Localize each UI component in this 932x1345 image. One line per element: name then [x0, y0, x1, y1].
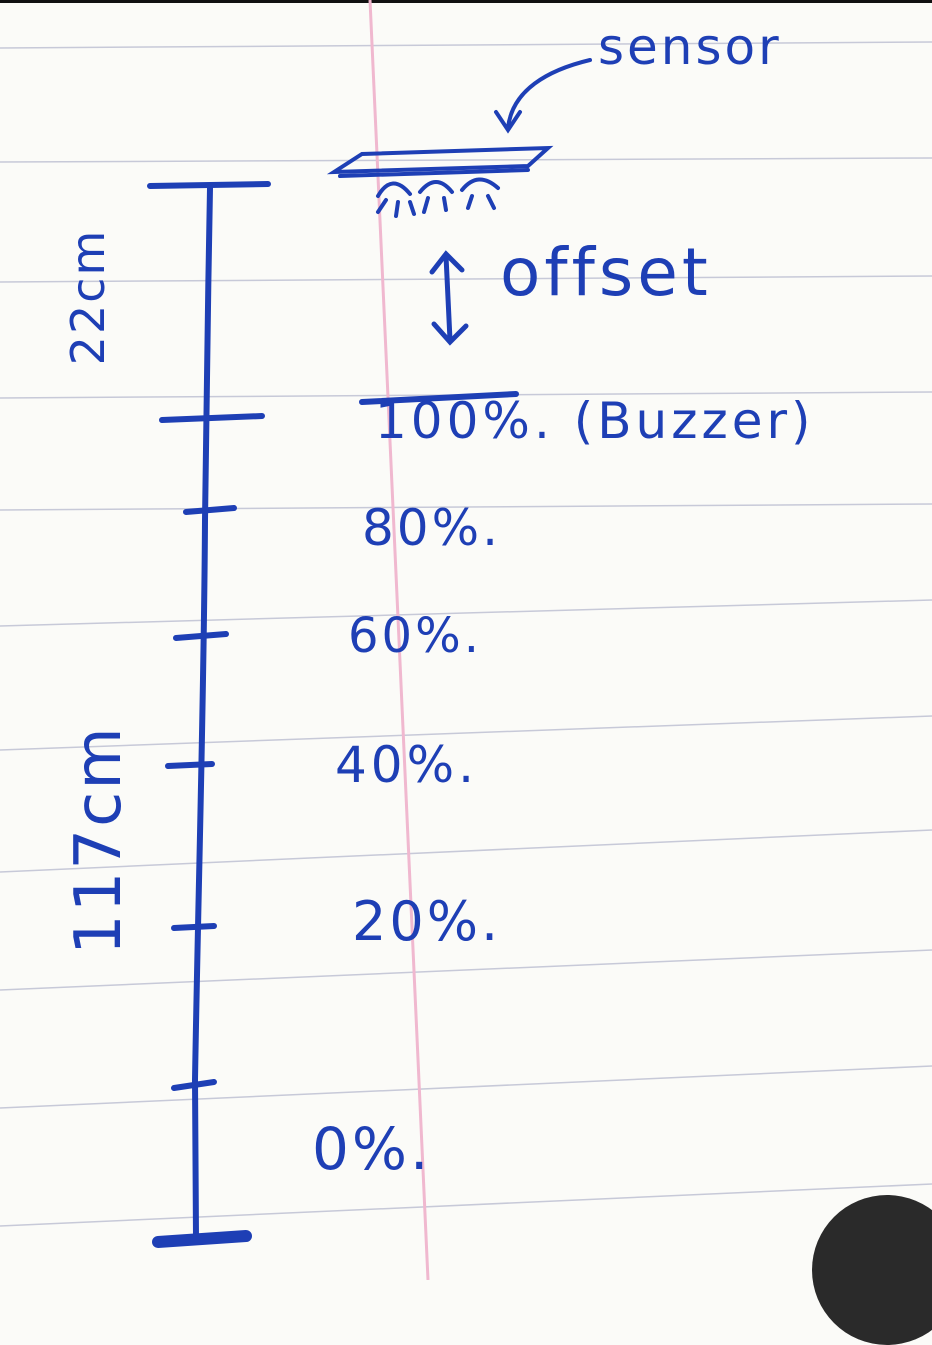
ruler-spine: [191, 185, 213, 1241]
bottom-base: [152, 1230, 252, 1248]
dimension-label-117cm: 117cm: [62, 725, 136, 955]
margin-line: [368, 0, 430, 1280]
level-label-20: 20%.: [352, 890, 502, 953]
level-label-100: 100%. (Buzzer): [375, 392, 815, 450]
double-arrow-icon: [429, 250, 469, 346]
sensor-icon: [326, 145, 554, 218]
level-label-40: 40%.: [335, 736, 479, 794]
notebook-paper: [0, 0, 932, 1280]
tick-80: [183, 505, 237, 515]
measurement-ruler: [147, 181, 271, 1248]
tick-40: [165, 761, 215, 769]
tick-60: [173, 631, 229, 641]
top-tick: [147, 181, 271, 189]
curved-arrow-icon: [494, 58, 592, 134]
sensor-label: sensor: [598, 18, 782, 76]
level-label-60: 60%.: [348, 608, 482, 664]
offset-label: offset: [500, 234, 712, 311]
level-label-0: 0%.: [312, 1115, 432, 1183]
top-edge: [0, 0, 932, 3]
tick-100: [159, 413, 265, 423]
paper-background: [0, 0, 932, 1280]
dimension-label-22cm: 22cm: [61, 228, 115, 366]
ruled-lines: [0, 41, 932, 1227]
tick-20: [171, 923, 217, 931]
level-label-80: 80%.: [362, 499, 502, 557]
tick-0: [171, 1079, 217, 1091]
level-100-line: [359, 391, 519, 405]
